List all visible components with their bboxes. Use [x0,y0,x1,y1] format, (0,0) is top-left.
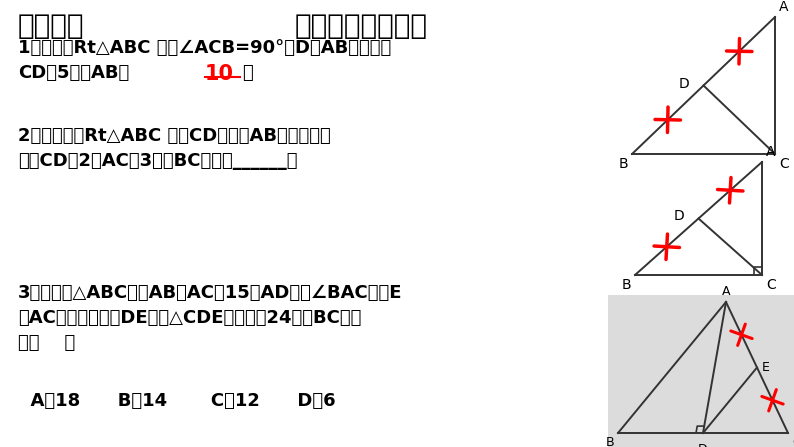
Text: A．18      B．14       C．12      D．6: A．18 B．14 C．12 D．6 [18,392,336,410]
Text: 已知CD＝2，AC＝3，则BC的长是______．: 已知CD＝2，AC＝3，则BC的长是______． [18,152,298,170]
Text: ．: ． [242,64,252,82]
Text: C: C [779,157,788,171]
Text: 为（    ）: 为（ ） [18,334,75,352]
Text: D: D [679,76,689,90]
Text: CD＝5，则AB＝: CD＝5，则AB＝ [18,64,129,82]
Text: 1．如图，Rt△ABC 中，∠ACB=90°，D是AB的中点，: 1．如图，Rt△ABC 中，∠ACB=90°，D是AB的中点， [18,39,391,57]
Text: 为AC的中点，连接DE，若△CDE的周长为24，则BC的长: 为AC的中点，连接DE，若△CDE的周长为24，则BC的长 [18,309,361,327]
Text: D: D [674,210,684,224]
Bar [608,295,794,447]
Text: 应用新知: 应用新知 [18,12,84,40]
Text: 10: 10 [205,64,234,84]
Text: 直角三角形的性质: 直角三角形的性质 [295,12,428,40]
Text: B: B [619,157,628,171]
Text: E: E [762,361,770,374]
Text: 2．如图，在Rt△ABC 中，CD是斜边AB上的中线，: 2．如图，在Rt△ABC 中，CD是斜边AB上的中线， [18,127,331,145]
Text: B: B [605,436,614,447]
Text: C: C [792,436,794,447]
Text: D: D [698,443,707,447]
Text: B: B [622,278,631,292]
Text: C: C [766,278,776,292]
Text: A: A [779,0,788,14]
Text: 3．如图，△ABC中，AB＝AC＝15，AD平分∠BAC，点E: 3．如图，△ABC中，AB＝AC＝15，AD平分∠BAC，点E [18,284,403,302]
Text: A: A [722,285,730,298]
Text: A: A [766,145,776,159]
